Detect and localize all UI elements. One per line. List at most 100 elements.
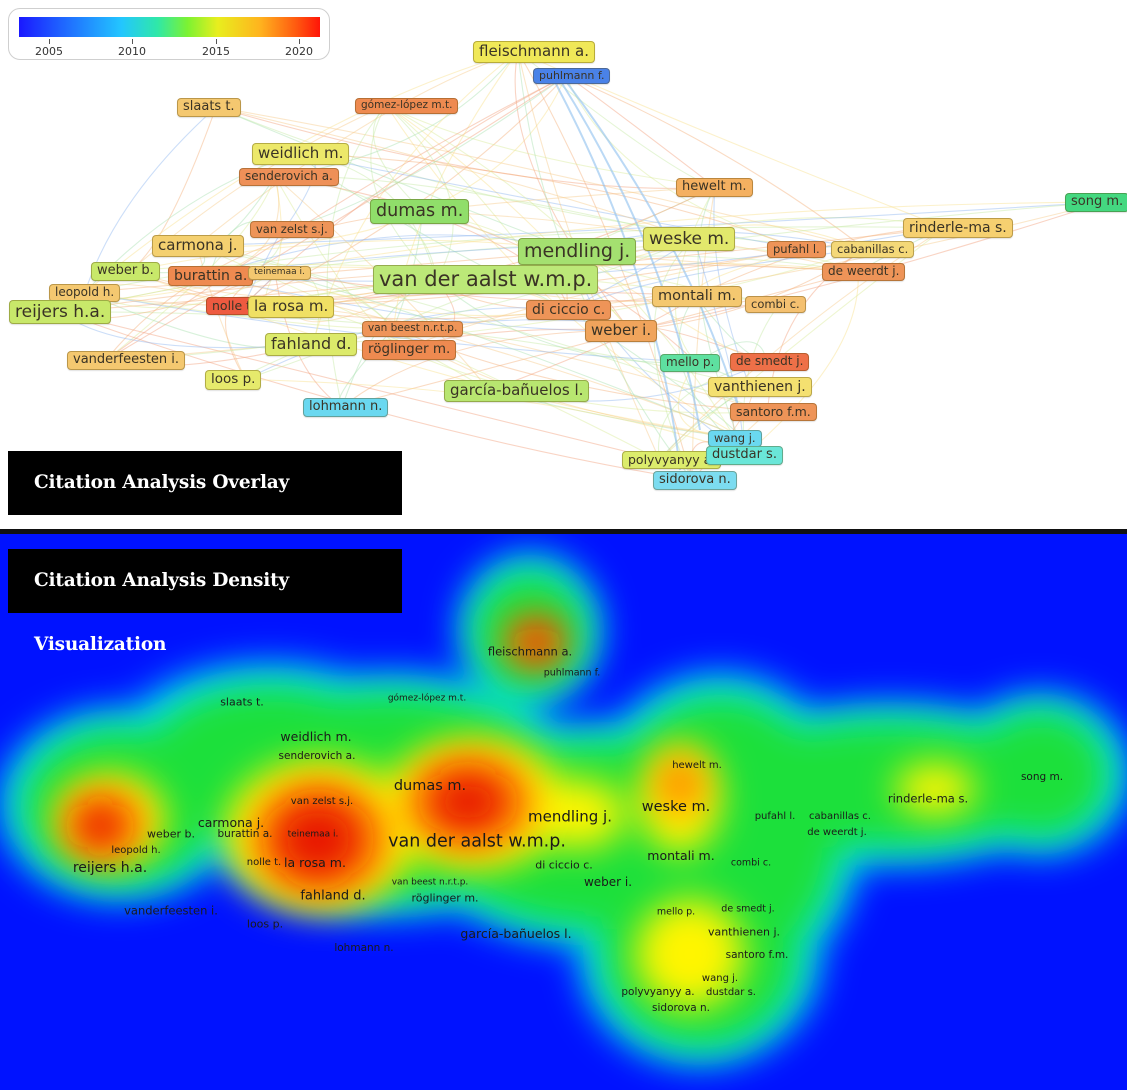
density-node-label[interactable]: di ciccio c. [535,858,593,872]
overlay-node[interactable]: slaats t. [177,98,241,117]
overlay-node[interactable]: di ciccio c. [526,300,612,321]
overlay-node[interactable]: weske m. [643,227,736,252]
density-node-label[interactable]: röglinger m. [411,891,479,905]
link-line [274,176,403,350]
density-node-label[interactable]: van zelst s.j. [290,796,354,807]
density-node-label[interactable]: mendling j. [528,807,612,826]
link-line [554,81,681,471]
overlay-node[interactable]: dumas m. [370,199,470,224]
overlay-node[interactable]: weber b. [91,262,160,281]
density-node-label[interactable]: sidorova n. [652,1001,710,1014]
overlay-node[interactable]: sidorova n. [653,471,737,490]
link-line [386,104,631,331]
overlay-node[interactable]: gómez-lópez m.t. [355,98,459,114]
overlay-node[interactable]: loos p. [205,370,262,390]
overlay-node[interactable]: mendling j. [518,238,637,265]
link-line [292,305,768,413]
density-node-label[interactable]: vanthienen j. [707,925,781,939]
density-node-label[interactable]: reijers h.a. [72,860,148,876]
link-line [392,51,519,329]
overlay-node[interactable]: wang j. [708,430,762,447]
density-node-label[interactable]: leopold h. [111,845,161,856]
density-node-label[interactable]: weber b. [146,827,196,841]
density-node-label[interactable]: teinemaa i. [287,829,339,840]
overlay-node[interactable]: weidlich m. [252,143,350,165]
density-node-label[interactable]: vanderfeesten i. [124,903,218,918]
overlay-node[interactable]: leopold h. [49,284,121,302]
density-node-label[interactable]: lohmann n. [334,941,394,954]
density-node-label[interactable]: mello p. [656,906,696,918]
overlay-node[interactable]: dustdar s. [706,446,783,465]
density-node-label[interactable]: polyvyanyy a. [621,985,695,998]
overlay-node[interactable]: burattin a. [168,266,254,287]
density-node-label[interactable]: senderovich a. [278,749,356,762]
overlay-node[interactable]: van der aalst w.m.p. [373,265,599,295]
density-node-label[interactable]: dumas m. [393,777,467,794]
overlay-node[interactable]: fleischmann a. [473,41,595,63]
overlay-node[interactable]: santoro f.m. [730,403,817,422]
density-node-label[interactable]: loos p. [246,917,284,931]
density-node-label[interactable]: wang j. [701,973,739,984]
density-node-label[interactable]: santoro f.m. [725,948,789,961]
overlay-node[interactable]: puhlmann f. [533,68,611,85]
overlay-node[interactable]: rinderle-ma s. [903,218,1013,239]
link-line [284,75,567,230]
overlay-node[interactable]: röglinger m. [362,340,457,360]
density-node-label[interactable]: la rosa m. [284,854,346,870]
overlay-node[interactable]: de weerdt j. [822,263,906,281]
density-node-label[interactable]: song m. [1020,770,1064,783]
density-node-label[interactable]: hewelt m. [672,760,722,771]
link-line [435,279,697,364]
overlay-node[interactable]: carmona j. [152,235,244,257]
density-node-label[interactable]: dustdar s. [706,987,756,998]
density-node-label[interactable]: nolle t. [246,857,282,868]
overlay-node[interactable]: mello p. [660,354,721,372]
overlay-node[interactable]: reijers h.a. [9,300,112,325]
overlay-node[interactable]: van beest n.r.t.p. [362,321,464,337]
overlay-node[interactable]: montali m. [652,286,743,307]
density-node-label[interactable]: montali m. [647,847,715,863]
density-node-label[interactable]: weber i. [583,875,633,889]
overlay-node[interactable]: song m. [1065,193,1127,212]
density-node-label[interactable]: fahland d. [300,888,366,904]
density-node-label[interactable]: weidlich m. [280,728,352,744]
overlay-node[interactable]: la rosa m. [248,296,335,318]
overlay-node[interactable]: polyvyanyy a. [622,451,722,470]
overlay-node[interactable]: combi c. [745,296,806,313]
density-visualization-panel: fleischmann a. puhlmann f. slaats t. gómez-… [0,534,1127,1090]
density-node-label[interactable]: gómez-lópez m.t. [387,693,467,704]
overlay-node[interactable]: vanthienen j. [708,377,812,398]
overlay-node[interactable]: de smedt j. [730,353,810,371]
density-node-label[interactable]: van beest n.r.t.p. [391,877,469,888]
link-line [84,250,576,293]
overlay-node[interactable]: fahland d. [265,333,358,356]
density-node-label[interactable]: de weerdt j. [807,827,867,838]
density-node-label[interactable]: weske m. [641,798,711,815]
overlay-node[interactable]: hewelt m. [676,178,753,197]
overlay-node[interactable]: nolle t. [206,297,262,316]
overlay-node[interactable]: garcía-bañuelos l. [444,380,590,402]
overlay-node[interactable]: weber i. [585,320,658,342]
density-node-label[interactable]: garcía-bañuelos l. [460,925,572,941]
density-node-label[interactable]: cabanillas c. [809,811,871,822]
density-node-label[interactable]: fleischmann a. [487,644,573,659]
overlay-node[interactable]: teinemaa i. [248,266,311,280]
overlay-node[interactable]: van zelst s.j. [250,221,334,238]
overlay-node[interactable]: vanderfeesten i. [67,351,186,370]
legend-tick-label: 2015 [202,45,230,58]
overlay-node[interactable]: lohmann n. [303,398,389,417]
density-node-label[interactable]: carmona j. [197,814,265,830]
density-node-label[interactable]: slaats t. [220,695,264,709]
density-node-label[interactable]: van der aalst w.m.p. [388,831,566,852]
link-line [514,51,631,331]
density-node-label[interactable]: combi c. [730,857,772,869]
overlay-node[interactable]: senderovich a. [239,168,339,186]
overlay-node[interactable]: pufahl l. [767,241,826,258]
density-node-label[interactable]: de smedt j. [721,903,775,915]
density-blob [895,763,975,815]
density-node-label[interactable]: puhlmann f. [543,667,601,679]
density-node-label[interactable]: rinderle-ma s. [887,791,969,806]
density-node-label[interactable]: burattin a. [217,827,273,840]
density-node-label[interactable]: pufahl l. [754,811,796,822]
overlay-node[interactable]: cabanillas c. [831,241,915,258]
